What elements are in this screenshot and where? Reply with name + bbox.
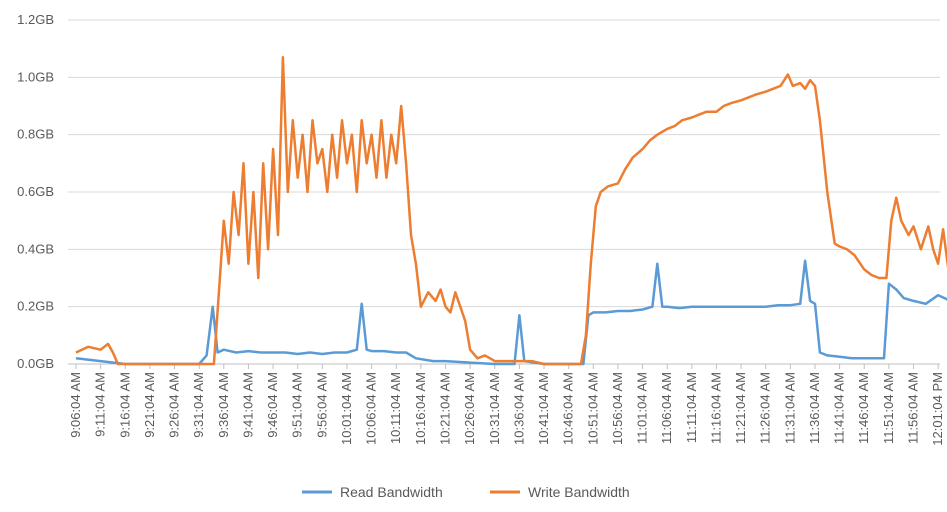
x-tick-label: 11:46:04 AM [856,372,871,444]
series-line-write [75,56,947,366]
x-tick-label: 11:16:04 AM [708,372,723,444]
x-axis-ticks: 9:06:04 AM 9:11:04 AM 9:16:04 AM 9:21:04 AM… [68,364,945,446]
x-tick-label: 9:26:04 AM [167,372,182,438]
x-tick-label: 9:41:04 AM [240,372,255,438]
series-lines [75,56,947,366]
x-tick-label: 10:56:04 AM [610,372,625,445]
x-tick-label: 10:11:04 AM [388,372,403,444]
x-tick-label: 10:01:04 AM [339,372,354,445]
legend-label: Read Bandwidth [340,484,443,500]
x-tick-label: 9:51:04 AM [290,372,305,438]
x-tick-label: 9:16:04 AM [117,372,132,438]
x-tick-label: 11:51:04 AM [881,372,896,444]
series-line-read [75,259,947,366]
x-tick-label: 9:21:04 AM [142,372,157,438]
x-tick-label: 9:36:04 AM [216,372,231,438]
x-tick-label: 11:31:04 AM [782,372,797,444]
x-tick-label: 11:36:04 AM [807,372,822,444]
y-tick-label: 1.2GB [17,12,54,27]
y-tick-label: 0.8GB [17,127,54,142]
x-tick-label: 10:31:04 AM [487,372,502,445]
gridlines [68,19,940,365]
x-tick-label: 10:51:04 AM [585,372,600,445]
y-tick-label: 0.4GB [17,241,54,256]
x-tick-label: 10:16:04 AM [413,372,428,445]
x-tick-label: 10:21:04 AM [437,372,452,445]
x-tick-label: 11:21:04 AM [733,372,748,444]
y-tick-label: 0.2GB [17,299,54,314]
x-tick-label: 9:56:04 AM [314,372,329,438]
x-tick-label: 11:41:04 AM [832,372,847,444]
x-tick-label: 9:06:04 AM [68,372,83,438]
x-tick-label: 11:01:04 AM [635,372,650,444]
y-tick-label: 0.6GB [17,184,54,199]
x-tick-label: 10:46:04 AM [561,372,576,445]
x-tick-label: 12:01:04 PM [930,372,945,446]
x-tick-label: 11:26:04 AM [758,372,773,444]
x-tick-label: 10:26:04 AM [462,372,477,445]
x-tick-label: 10:36:04 AM [511,372,526,445]
x-tick-label: 11:56:04 AM [906,372,921,444]
x-tick-label: 10:06:04 AM [364,372,379,445]
y-tick-label: 1.0GB [17,69,54,84]
x-tick-label: 11:06:04 AM [659,372,674,444]
x-tick-label: 11:11:04 AM [684,372,699,443]
x-tick-label: 9:11:04 AM [93,372,108,437]
y-axis-ticks: 0.0GB 0.2GB 0.4GB 0.6GB 0.8GB 1.0GB 1.2GB [17,12,54,371]
x-tick-label: 9:46:04 AM [265,372,280,438]
y-tick-label: 0.0GB [17,356,54,371]
x-tick-label: 9:31:04 AM [191,372,206,438]
legend-label: Write Bandwidth [528,484,630,500]
x-tick-label: 10:41:04 AM [536,372,551,445]
legend: Read Bandwidth Write Bandwidth [302,484,630,500]
